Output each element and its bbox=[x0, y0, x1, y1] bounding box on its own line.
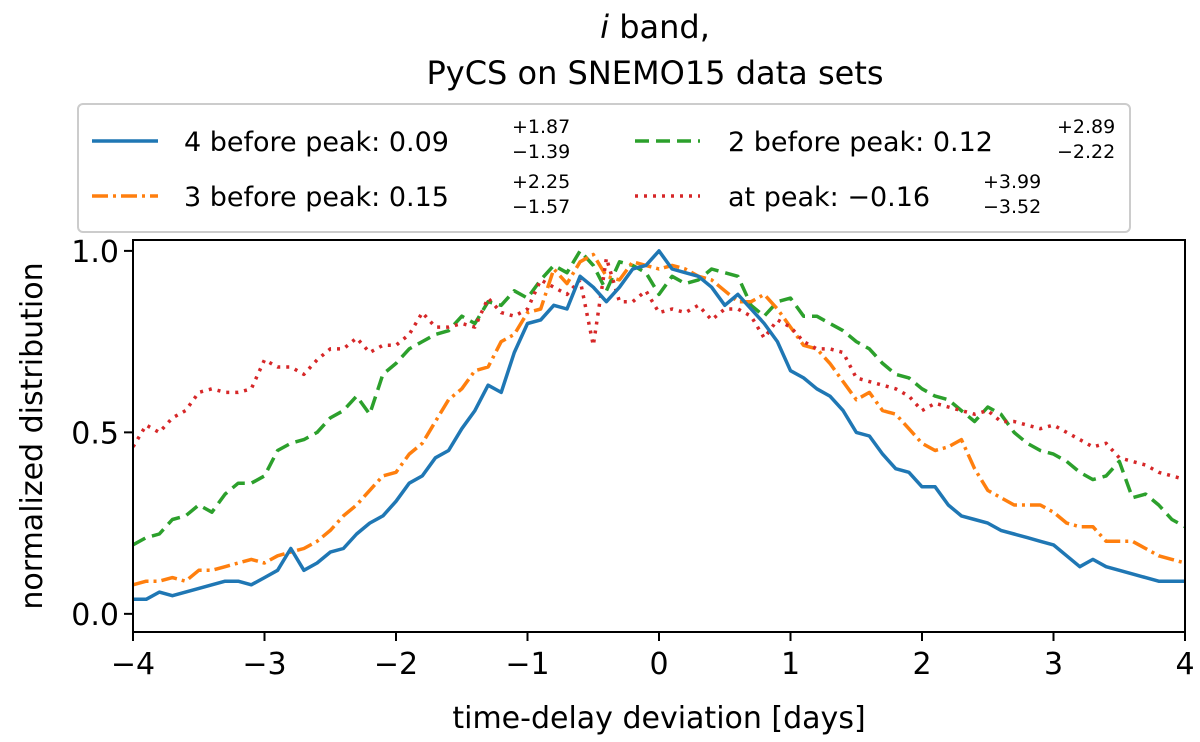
x-axis-label: time-delay deviation [days] bbox=[452, 701, 865, 736]
series-layer bbox=[133, 249, 1185, 602]
legend-sub-2-before-peak: −2.22 bbox=[1057, 141, 1115, 163]
legend-sup-2-before-peak: +2.89 bbox=[1057, 116, 1115, 138]
x-tick-label: 1 bbox=[781, 647, 800, 682]
legend-sup-4-before-peak: +1.87 bbox=[512, 116, 570, 138]
series-line-4-before-peak bbox=[133, 249, 1185, 602]
x-tick-label: 3 bbox=[1044, 647, 1063, 682]
x-tick-label: −3 bbox=[242, 647, 286, 682]
x-tick-label: 0 bbox=[649, 647, 668, 682]
legend-sup-3-before-peak: +2.25 bbox=[512, 171, 570, 193]
legend-sub-3-before-peak: −1.57 bbox=[512, 196, 570, 218]
series-line-at-peak bbox=[133, 256, 1185, 482]
x-tick-label: 2 bbox=[912, 647, 931, 682]
x-tick-label: −2 bbox=[374, 647, 418, 682]
x-tick-label: 4 bbox=[1175, 647, 1194, 682]
legend-sub-4-before-peak: −1.39 bbox=[512, 141, 570, 163]
plot-frame bbox=[132, 239, 1186, 633]
y-axis-label: normalized distribution bbox=[15, 262, 50, 609]
y-tick-label: 0.0 bbox=[71, 598, 119, 633]
y-tick-label: 0.5 bbox=[71, 416, 119, 451]
legend: 4 before peak: 0.09 +1.87 −1.39 3 before… bbox=[77, 103, 1131, 233]
legend-sup-at-peak: +3.99 bbox=[983, 171, 1041, 193]
legend-sub-at-peak: −3.52 bbox=[983, 196, 1041, 218]
legend-entry-3-before-peak: 3 before peak: 0.15 bbox=[184, 182, 449, 213]
y-tick-label: 1.0 bbox=[71, 235, 119, 270]
x-tick-label: −1 bbox=[505, 647, 549, 682]
series-line-3-before-peak bbox=[133, 252, 1185, 587]
x-tick-label: −4 bbox=[111, 647, 155, 682]
x-axis: −4 −3 −2 −1 0 1 2 3 4 bbox=[111, 632, 1195, 682]
series-line-2-before-peak bbox=[133, 249, 1185, 547]
legend-entry-at-peak: at peak: −0.16 bbox=[728, 182, 930, 213]
legend-entry-4-before-peak: 4 before peak: 0.09 bbox=[184, 127, 449, 158]
y-axis: 0.0 0.5 1.0 bbox=[71, 235, 133, 633]
legend-frame bbox=[77, 103, 1131, 233]
legend-entry-2-before-peak: 2 before peak: 0.12 bbox=[728, 127, 993, 158]
chart-title-line2: PyCS on SNEMO15 data sets bbox=[426, 54, 883, 92]
chart-title-line1: i band, bbox=[600, 8, 710, 46]
